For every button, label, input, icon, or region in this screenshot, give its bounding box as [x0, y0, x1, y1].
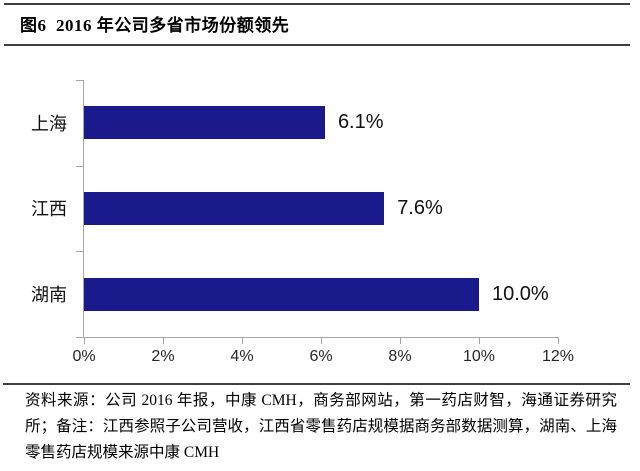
- x-axis-tick: [399, 337, 401, 344]
- x-axis-tick-label: 2%: [151, 348, 175, 365]
- category-label: 湖南: [31, 285, 67, 306]
- x-axis-tick: [558, 337, 559, 344]
- x-axis-tick-label: 4%: [230, 348, 254, 365]
- top-rule: [4, 3, 630, 5]
- y-axis-tick: [76, 165, 84, 167]
- y-axis-tick: [76, 251, 84, 253]
- title-rule: [4, 44, 630, 46]
- bar: [84, 277, 479, 311]
- x-axis-tick-label: 6%: [309, 348, 333, 365]
- category-label: 江西: [31, 199, 67, 220]
- y-axis-tick: [76, 337, 84, 338]
- bar-row: 江西 7.6%: [31, 166, 558, 252]
- plot-area: 上海 6.1% 江西 7.6% 湖南 10.0% 0% 2% 4% 6% 8% 10% 12%: [31, 80, 574, 365]
- x-axis-tick-label: 12%: [541, 348, 575, 365]
- x-axis-tick: [321, 337, 322, 344]
- x-axis-tick: [479, 337, 480, 344]
- footer-rule: [3, 383, 630, 385]
- x-axis-tick: [241, 337, 243, 344]
- source-note: 资料来源：公司 2016 年报，中康 CMH，商务部网站，第一药店财智，海通证券…: [25, 392, 617, 461]
- value-label: 6.1%: [337, 111, 384, 134]
- value-label: 7.6%: [397, 196, 443, 219]
- value-label: 10.0%: [492, 282, 549, 305]
- bar-chart: 上海 6.1% 江西 7.6% 湖南 10.0% 0% 2% 4% 6% 8% 10% 12%: [0, 60, 640, 372]
- x-axis-tick-label: 0%: [72, 348, 96, 365]
- x-axis-tick-label: 8%: [388, 348, 412, 365]
- bar: [84, 106, 325, 140]
- figure-title: 图6 2016 年公司多省市场份额领先: [20, 16, 290, 35]
- bar-row: 湖南 10.0%: [31, 251, 558, 337]
- x-axis-tick-label: 10%: [462, 348, 496, 365]
- bar-row: 上海 6.1%: [31, 80, 558, 166]
- x-axis-tick: [162, 337, 164, 344]
- category-label: 上海: [31, 113, 67, 134]
- x-axis-tick: [84, 337, 85, 344]
- bar: [84, 191, 385, 225]
- y-axis-tick: [76, 80, 84, 81]
